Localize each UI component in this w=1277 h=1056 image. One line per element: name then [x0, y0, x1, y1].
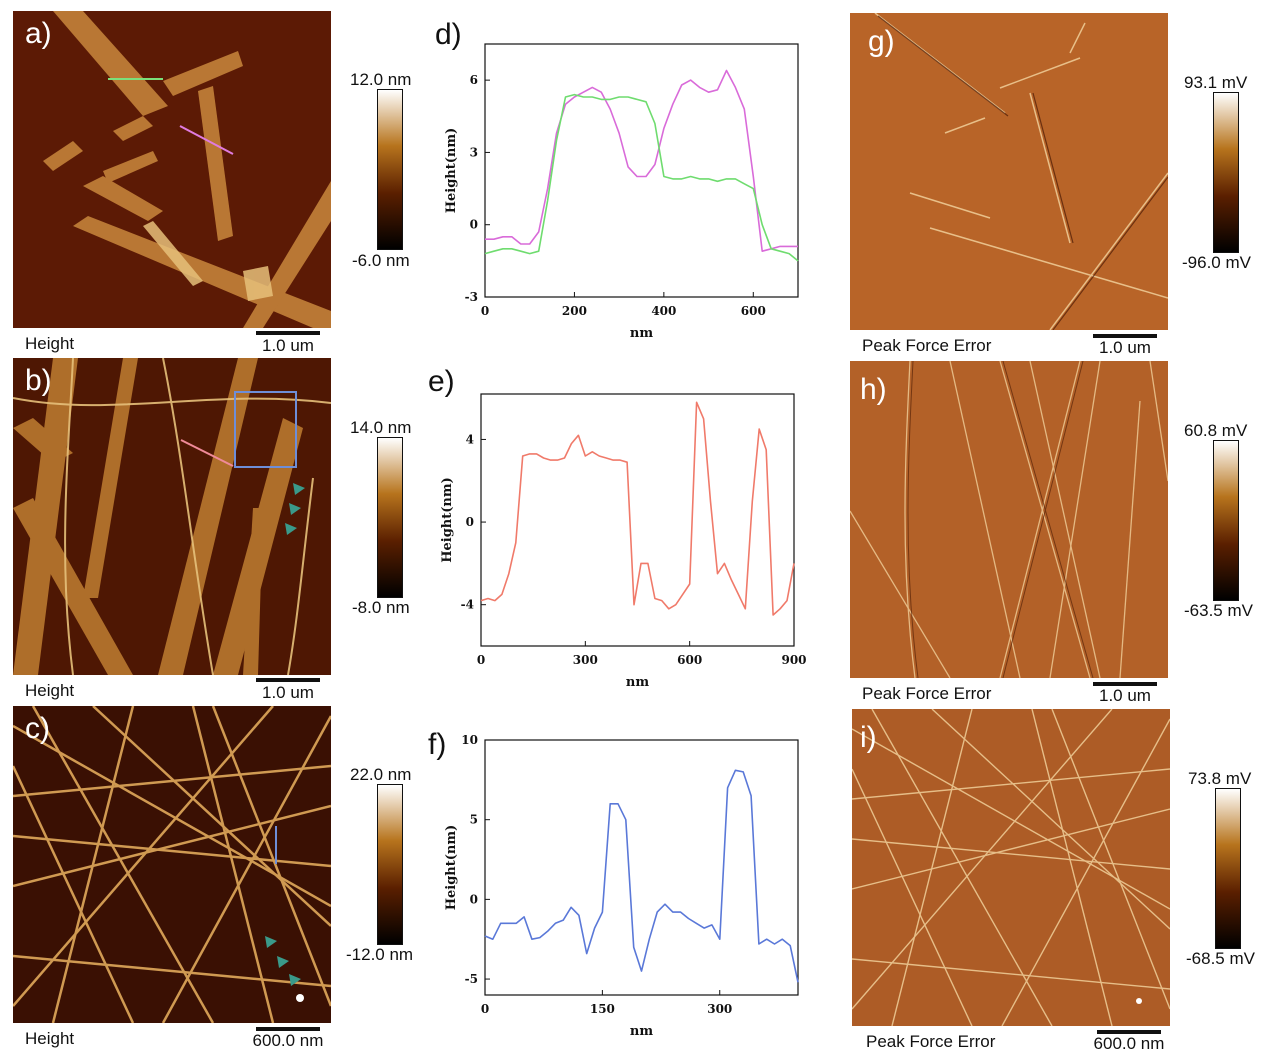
panel-i-scalebar-label: 600.0 nm	[1093, 1034, 1165, 1053]
profile-series-line-d-1	[484, 93, 799, 262]
colorbar-c-max: 22.0 nm	[350, 765, 412, 784]
x-axis-label: nm	[630, 326, 653, 341]
x-axis-label: nm	[630, 1024, 653, 1039]
colorbar-i	[1215, 788, 1241, 949]
colorbar-h-min: -63.5 mV	[1184, 601, 1253, 620]
profile-chart-f-svg: 0 150 300 -5 0 5 10 nm Height(nm)	[444, 733, 799, 1039]
panel-c-caption: Height	[25, 1029, 75, 1048]
colorbar-g	[1213, 92, 1239, 253]
panel-h-scalebar-label: 1.0 um	[1099, 686, 1151, 705]
y-tick-label: 0	[470, 892, 478, 906]
profile-series-line-e-0	[480, 401, 795, 616]
panel-b-label: b)	[25, 364, 52, 397]
y-tick-label: 4	[466, 432, 474, 446]
colorbar-i-max: 73.8 mV	[1188, 769, 1252, 788]
plot-frame-f	[484, 739, 799, 996]
profile-series-line-f-0	[484, 769, 799, 983]
colorbar-i-min: -68.5 mV	[1186, 949, 1255, 968]
colorbar-b	[377, 437, 403, 598]
colorbar-g-min: -96.0 mV	[1182, 253, 1251, 272]
x-tick-label: 300	[707, 1002, 732, 1016]
height-map-b-image	[13, 358, 331, 675]
panel-a-scalebar	[256, 331, 320, 335]
y-tick-label: 10	[461, 733, 478, 747]
y-tick-label: 5	[470, 813, 478, 827]
panel-a-label: a)	[25, 17, 52, 50]
x-tick-label: 400	[651, 304, 676, 318]
panel-h-scalebar	[1093, 682, 1157, 686]
x-tick-label: 600	[741, 304, 766, 318]
y-tick-label: 0	[466, 515, 474, 529]
error-map-h: h)	[850, 361, 1168, 678]
error-map-i: i)	[852, 709, 1170, 1026]
x-tick-label: 0	[481, 304, 489, 318]
colorbar-h	[1213, 440, 1239, 601]
y-tick-label: 3	[470, 145, 478, 159]
panel-i-scalebar	[1097, 1030, 1161, 1034]
panel-g-scalebar-label: 1.0 um	[1099, 338, 1151, 357]
panel-g-label: g)	[868, 25, 895, 58]
colorbar-a-min: -6.0 nm	[352, 251, 410, 270]
profile-series-line-d-0	[485, 69, 798, 252]
height-map-c: c)	[13, 706, 331, 1023]
colorbar-a	[377, 89, 403, 250]
colorbar-g-max: 93.1 mV	[1184, 73, 1248, 92]
panel-g-caption: Peak Force Error	[862, 336, 992, 355]
colorbar-a-max: 12.0 nm	[350, 70, 412, 89]
panel-i-caption: Peak Force Error	[866, 1032, 996, 1051]
y-tick-label: -3	[465, 290, 478, 304]
panel-c-scalebar	[256, 1027, 320, 1031]
panel-e-label: e)	[428, 365, 455, 398]
y-tick-label: 0	[470, 218, 478, 232]
panel-c-label: c)	[25, 712, 50, 745]
profile-chart-e: 0 300 600 900 -4 0 4 nm Height(nm)	[430, 380, 810, 695]
y-axis-label: Height(nm)	[444, 128, 459, 214]
x-tick-label: 900	[781, 653, 806, 667]
height-map-b: b)	[13, 358, 331, 675]
plot-frame-e	[480, 393, 795, 647]
error-map-i-image	[852, 709, 1170, 1026]
profile-chart-f: 0 150 300 -5 0 5 10 nm Height(nm)	[430, 728, 810, 1048]
colorbar-h-max: 60.8 mV	[1184, 421, 1248, 440]
y-tick-label: 6	[470, 73, 478, 87]
panel-h-caption: Peak Force Error	[862, 684, 992, 703]
panel-b-scalebar	[256, 678, 320, 682]
x-tick-label: 600	[677, 653, 702, 667]
profile-chart-e-svg: 0 300 600 900 -4 0 4 nm Height(nm)	[440, 393, 807, 690]
x-tick-label: 300	[573, 653, 598, 667]
x-axis-label: nm	[626, 675, 649, 690]
height-map-a: a)	[13, 11, 331, 328]
x-tick-label: 0	[481, 1002, 489, 1016]
colorbar-b-max: 14.0 nm	[350, 418, 412, 437]
panel-c-scalebar-label: 600.0 nm	[252, 1031, 324, 1050]
y-axis-label: Height(nm)	[440, 477, 455, 563]
height-map-a-image	[13, 11, 331, 328]
panel-h-label: h)	[860, 373, 887, 406]
panel-b-caption: Height	[25, 681, 75, 700]
panel-a-caption: Height	[25, 334, 75, 353]
panel-d-label: d)	[435, 18, 462, 51]
colorbar-c	[377, 784, 403, 945]
x-tick-label: 200	[562, 304, 587, 318]
colorbar-b-min: -8.0 nm	[352, 598, 410, 617]
colorbar-c-min: -12.0 nm	[346, 945, 414, 964]
panel-b-scalebar-label: 1.0 um	[262, 683, 314, 702]
panel-i-label: i)	[860, 721, 877, 754]
x-tick-label: 0	[477, 653, 485, 667]
error-map-g-image	[850, 13, 1168, 330]
y-axis-label: Height(nm)	[444, 825, 459, 911]
x-tick-label: 150	[590, 1002, 615, 1016]
panel-g-scalebar	[1093, 334, 1157, 338]
error-map-h-image	[850, 361, 1168, 678]
plot-frame-d	[484, 43, 799, 298]
height-map-c-image	[13, 706, 331, 1023]
error-map-g: g)	[850, 13, 1168, 330]
profile-chart-d: 0 200 400 600 -3 0 3 6 nm Height(nm)	[430, 30, 810, 350]
panel-f-label: f)	[428, 728, 447, 761]
y-tick-label: -5	[465, 972, 478, 986]
panel-a-scalebar-label: 1.0 um	[262, 336, 314, 355]
y-tick-label: -4	[461, 598, 474, 612]
